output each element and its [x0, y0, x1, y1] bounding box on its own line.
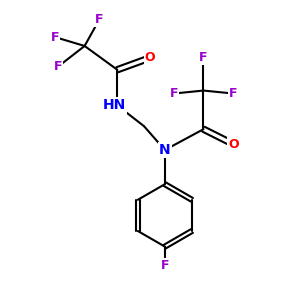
- Text: F: F: [95, 13, 104, 26]
- Text: F: F: [229, 87, 238, 100]
- Text: HN: HN: [103, 98, 126, 112]
- Text: F: F: [169, 87, 178, 100]
- Text: F: F: [160, 260, 169, 272]
- Text: F: F: [54, 60, 62, 73]
- Text: F: F: [51, 31, 59, 44]
- Text: O: O: [228, 138, 238, 151]
- Text: N: N: [159, 143, 171, 157]
- Text: F: F: [199, 51, 208, 64]
- Text: O: O: [145, 51, 155, 64]
